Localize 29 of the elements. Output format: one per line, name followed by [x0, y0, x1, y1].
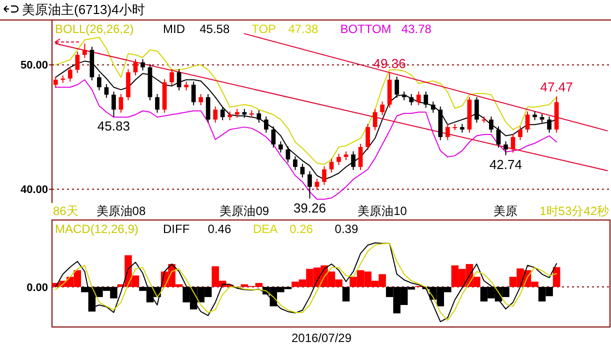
- annotation: 47.38: [288, 22, 319, 36]
- text: 2016/07/29: [291, 331, 352, 345]
- x-tick-label: 美原油10: [358, 204, 408, 218]
- legend-title: MACD(12,26,9): [55, 222, 138, 236]
- text: 86天: [53, 204, 78, 218]
- text: 1时53分42秒: [540, 204, 609, 218]
- text: TOP: [252, 22, 276, 36]
- x-tick-label: 美原油09: [220, 204, 270, 218]
- text: 0.00: [26, 282, 48, 294]
- text: DEA: [253, 222, 278, 236]
- legend-title: BOLL(26,26,2): [55, 22, 134, 36]
- annotation: 45.58: [200, 22, 230, 36]
- x-tick-label: 美原油08: [96, 204, 146, 218]
- annotation: 49.36: [373, 56, 406, 71]
- text: BOTTOM: [340, 22, 392, 36]
- annotation: 47.47: [540, 79, 573, 94]
- x-tick-label: 美原: [494, 204, 518, 218]
- text: MID: [163, 22, 186, 36]
- annotation: 45.83: [97, 118, 130, 134]
- text: 0.26: [290, 222, 314, 236]
- text: DIFF: [163, 222, 190, 236]
- text: 0.46: [208, 222, 232, 236]
- y-tick-label: 50.00: [20, 60, 48, 72]
- annotation: 43.78: [401, 22, 432, 36]
- annotation: 39.26: [293, 200, 326, 216]
- text: 0.39: [334, 222, 358, 236]
- chart-title: 美原油主(6713)4小时: [22, 2, 145, 17]
- annotation: 42.74: [489, 157, 522, 172]
- y-tick-label: 40.00: [20, 184, 48, 196]
